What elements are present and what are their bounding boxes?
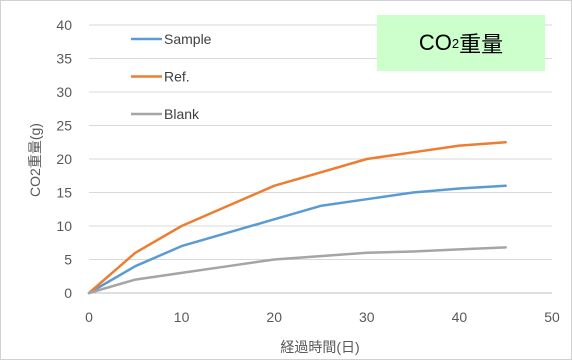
y-tick-label: 35 <box>56 51 72 67</box>
series-lines <box>87 141 507 295</box>
x-axis-title: 経過時間(日) <box>280 339 359 355</box>
x-tick-label: 10 <box>174 309 190 325</box>
legend-label: Sample <box>164 31 212 47</box>
co2-weight-badge: CO 2 重量 <box>377 15 545 71</box>
series-line-sample <box>87 184 507 295</box>
y-tick-label: 0 <box>64 285 72 301</box>
y-tick-label: 20 <box>56 151 72 167</box>
y-tick-label: 15 <box>56 185 72 201</box>
x-tick-label: 40 <box>452 309 468 325</box>
legend-label: Ref. <box>164 69 190 85</box>
y-tick-label: 30 <box>56 84 72 100</box>
series-line-blank <box>87 246 507 295</box>
legend-label: Blank <box>164 106 200 122</box>
series-line-ref <box>87 141 507 295</box>
badge-suffix: 重量 <box>459 32 504 57</box>
x-tick-label: 30 <box>359 309 375 325</box>
y-tick-label: 40 <box>56 17 72 33</box>
y-tick-label: 25 <box>56 118 72 134</box>
badge-main: CO <box>418 30 452 55</box>
y-axis-title: CO2重量(g) <box>27 123 43 197</box>
x-tick-label: 20 <box>266 309 282 325</box>
x-tick-label: 0 <box>85 309 93 325</box>
x-tick-labels: 0 10 20 30 40 50 <box>85 309 560 325</box>
y-tick-label: 5 <box>64 252 72 268</box>
y-tick-labels: 0 5 10 15 20 25 30 35 40 <box>56 17 72 301</box>
x-tick-label: 50 <box>544 309 560 325</box>
badge-subscript: 2 <box>451 35 460 51</box>
legend: Sample Ref. Blank <box>131 31 212 122</box>
y-tick-label: 10 <box>56 218 72 234</box>
